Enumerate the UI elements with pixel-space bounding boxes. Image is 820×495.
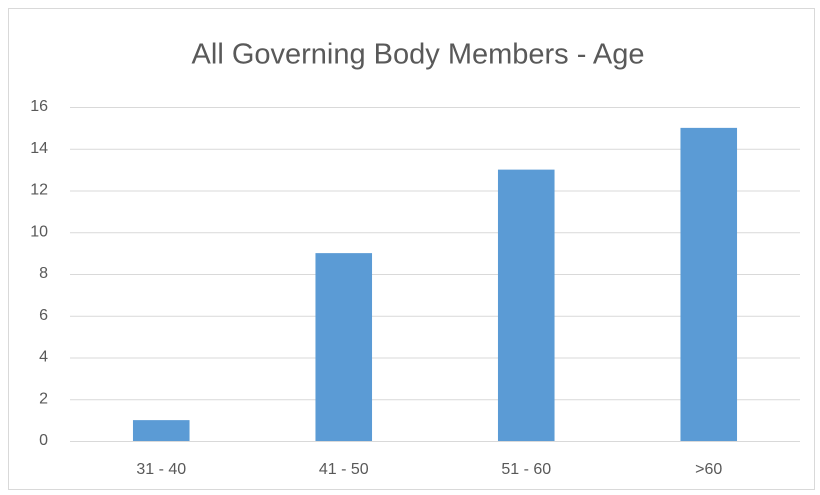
y-tick-label: 4	[39, 349, 48, 366]
y-tick-label: 14	[30, 140, 48, 157]
y-tick-label: 16	[30, 98, 48, 115]
bar	[680, 127, 738, 441]
chart-border	[8, 8, 815, 490]
x-tick-label: >60	[695, 461, 722, 478]
bar	[315, 253, 373, 441]
y-tick-label: 12	[30, 182, 48, 199]
chart-title: All Governing Body Members - Age	[192, 39, 645, 71]
y-tick-label: 6	[39, 307, 48, 324]
y-tick-label: 2	[39, 390, 48, 407]
y-tick-label: 0	[39, 432, 48, 449]
x-tick-label: 51 - 60	[501, 461, 551, 478]
bar	[132, 420, 190, 441]
y-tick-label: 8	[39, 265, 48, 282]
x-tick-label: 41 - 50	[319, 461, 369, 478]
bar	[497, 169, 555, 441]
x-tick-label: 31 - 40	[136, 461, 186, 478]
y-tick-label: 10	[30, 223, 48, 240]
